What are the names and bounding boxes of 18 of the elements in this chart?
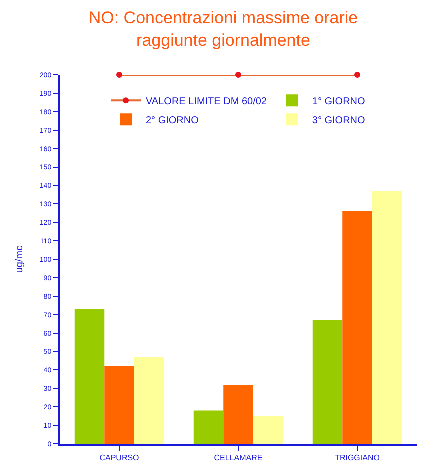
bar <box>312 320 343 444</box>
x-tick-label: CELLAMARE <box>214 454 263 463</box>
bar <box>372 191 402 444</box>
y-axis-title: ug/mc <box>14 246 26 274</box>
x-tick-label: TRIGGIANO <box>335 454 380 463</box>
legend-label: 1° GIORNO <box>312 96 366 108</box>
legend-label: 3° GIORNO <box>312 115 366 126</box>
bar <box>342 212 372 444</box>
bar <box>253 416 284 444</box>
bar <box>104 366 134 444</box>
legend-label: VALORE LIMITE DM 60/02 <box>146 96 268 108</box>
bar <box>74 309 105 444</box>
x-tick-label: CAPURSO <box>100 454 140 463</box>
bar <box>224 384 254 444</box>
legend-label: 2° GIORNO <box>146 115 200 126</box>
bar <box>194 410 224 444</box>
bar <box>134 357 164 444</box>
chart-title: NO: Concentrazioni massime orarie raggiunte giornalmente <box>88 8 358 50</box>
